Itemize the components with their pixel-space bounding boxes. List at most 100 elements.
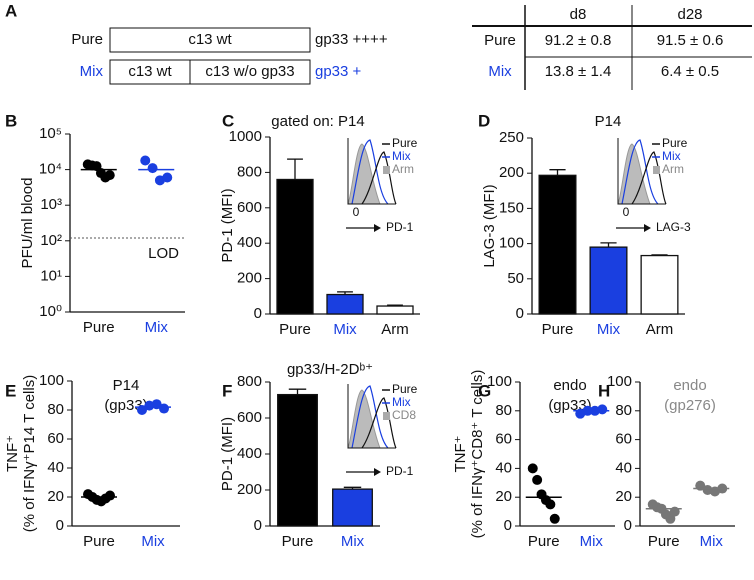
- inset-marker-label: PD-1: [386, 220, 414, 234]
- row-label: Mix: [80, 63, 104, 80]
- data-point: [532, 474, 543, 485]
- y-tick-label: 60: [495, 431, 512, 448]
- inset-tick-label: 0: [353, 205, 360, 219]
- y-tick-label: 200: [499, 164, 524, 181]
- y-tick-label: 80: [615, 402, 632, 419]
- bar: [277, 393, 318, 527]
- legend-swatch: [653, 166, 660, 174]
- y-tick-label: 100: [39, 372, 64, 389]
- y-tick-label: 60: [615, 431, 632, 448]
- y-axis-label: PD-1 (MFI): [219, 417, 236, 491]
- x-tick-label: Pure: [83, 319, 115, 336]
- y-tick-label: 0: [56, 517, 64, 534]
- bar: [332, 488, 373, 527]
- y-tick-label: 20: [47, 488, 64, 505]
- data-point: [105, 490, 115, 501]
- table-cell: 13.8 ± 1.4: [545, 63, 612, 80]
- table-cell: Mix: [488, 63, 512, 80]
- x-tick-label: Mix: [145, 319, 169, 336]
- y-tick-label: 0: [516, 305, 524, 322]
- legend-swatch: [383, 412, 390, 420]
- y-tick-label: 40: [495, 459, 512, 476]
- y-tick-label: 10⁵: [39, 125, 62, 142]
- x-tick-label: Pure: [279, 321, 311, 338]
- box-label: c13 wt: [188, 31, 232, 48]
- chart-title: endo: [673, 377, 706, 394]
- x-tick-label: Pure: [282, 533, 314, 550]
- x-tick-label: Mix: [597, 321, 621, 338]
- y-tick-label: 80: [495, 402, 512, 419]
- table-cell: 91.5 ± 0.6: [657, 32, 724, 49]
- y-tick-label: 20: [615, 488, 632, 505]
- x-tick-label: Arm: [381, 321, 409, 338]
- bar: [276, 178, 314, 315]
- table-cell: 91.2 ± 0.8: [545, 32, 612, 49]
- y-tick-label: 200: [237, 481, 262, 498]
- bar: [640, 254, 679, 315]
- inset-histogram: [621, 139, 659, 205]
- data-point: [545, 499, 556, 510]
- data-point: [104, 170, 115, 181]
- legend-label: Pure: [392, 382, 418, 396]
- result-label: gp33 ++++: [315, 31, 388, 48]
- legend-label: Mix: [392, 395, 411, 409]
- chart-title: (gp33): [104, 397, 147, 414]
- x-tick-label: Mix: [141, 533, 165, 550]
- table-cell: Pure: [484, 32, 516, 49]
- panel-label: B: [5, 111, 17, 130]
- inset-histogram: [347, 143, 381, 205]
- y-tick-label: 10⁴: [39, 161, 62, 178]
- data-point: [665, 513, 676, 524]
- panel-label: F: [222, 381, 232, 400]
- legend-label: Mix: [662, 149, 681, 163]
- y-tick-label: 10³: [40, 196, 62, 213]
- data-point: [147, 163, 158, 174]
- inset-frame: [617, 138, 666, 205]
- data-point: [597, 404, 608, 415]
- y-axis-label: TNF⁺: [4, 435, 21, 472]
- inset-arrowhead: [374, 468, 381, 476]
- y-tick-label: 0: [624, 517, 632, 534]
- panel-label: E: [5, 381, 16, 400]
- y-axis-label: (% of IFNγ⁺CD8⁺ T cells): [469, 370, 486, 539]
- genome-box: [109, 27, 311, 53]
- inset-histogram: [351, 385, 389, 449]
- inset-arrowhead: [374, 224, 381, 232]
- genome-box: [189, 59, 311, 85]
- chart-title: endo: [553, 377, 586, 394]
- legend-label: Arm: [662, 162, 684, 176]
- y-tick-label: 600: [237, 409, 262, 426]
- chart-title: P14: [113, 377, 140, 394]
- y-tick-label: 1000: [229, 128, 262, 145]
- y-tick-label: 150: [499, 199, 524, 216]
- inset-histogram: [351, 139, 389, 205]
- inset-histogram: [361, 397, 397, 449]
- inset-marker-label: LAG-3: [656, 220, 691, 234]
- legend-label: Pure: [392, 136, 418, 150]
- y-axis-label: PFU/ml blood: [19, 178, 36, 269]
- chart-title: gp33/H-2Dᵇ⁺: [287, 361, 373, 378]
- y-tick-label: 10²: [40, 232, 62, 249]
- y-tick-label: 100: [607, 373, 632, 390]
- bar: [376, 305, 414, 315]
- inset-frame: [347, 138, 396, 205]
- y-axis-label: PD-1 (MFI): [219, 188, 236, 262]
- panel-label: G: [478, 381, 491, 400]
- data-point: [159, 403, 169, 414]
- y-tick-label: 80: [47, 401, 64, 418]
- y-tick-label: 400: [237, 234, 262, 251]
- table-header: d28: [677, 6, 702, 23]
- box-label: c13 w/o gp33: [205, 63, 294, 80]
- y-tick-label: 100: [487, 373, 512, 390]
- y-axis-label: TNF⁺: [452, 435, 469, 472]
- table-cell: 6.4 ± 0.5: [661, 63, 719, 80]
- y-tick-label: 40: [47, 459, 64, 476]
- x-tick-label: Pure: [528, 533, 560, 550]
- y-tick-label: 0: [254, 517, 262, 534]
- chart-title: P14: [595, 113, 622, 130]
- data-point: [527, 463, 538, 474]
- x-tick-label: Pure: [83, 533, 115, 550]
- panel-label: A: [5, 1, 17, 20]
- y-tick-label: 200: [237, 270, 262, 287]
